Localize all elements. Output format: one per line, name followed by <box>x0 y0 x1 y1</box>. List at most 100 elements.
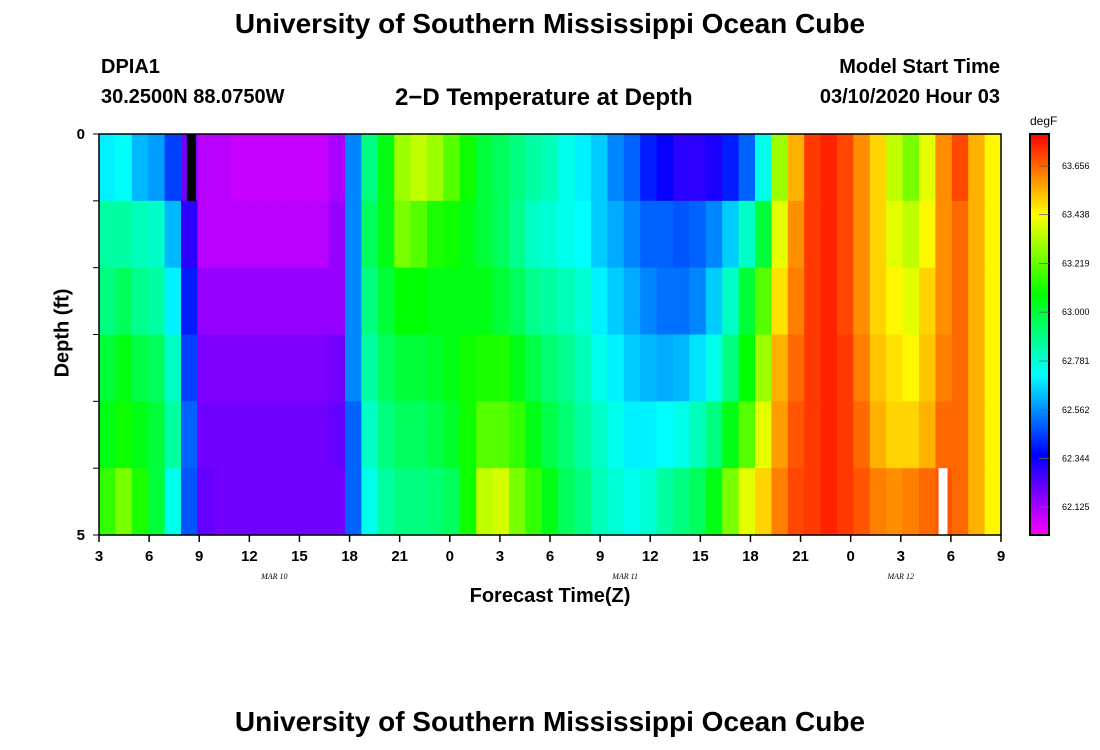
heatmap-cell <box>295 468 313 536</box>
heatmap-cell <box>427 468 444 536</box>
heatmap-cell <box>131 468 149 536</box>
heatmap-cell <box>509 468 526 536</box>
y-tick-label: 5 <box>77 527 85 544</box>
heatmap-cell <box>787 401 805 469</box>
x-tick-label: 15 <box>291 548 308 565</box>
colorbar-tick-label: 63.000 <box>1062 307 1090 317</box>
heatmap-cell <box>984 267 1002 336</box>
heatmap-cell <box>459 401 477 469</box>
heatmap-cell <box>968 134 986 202</box>
heatmap-cell <box>935 134 953 202</box>
heatmap-cell <box>853 468 871 536</box>
heatmap-cell <box>509 267 526 336</box>
heatmap-cell <box>181 401 198 469</box>
heatmap-cell <box>722 200 740 269</box>
heatmap-cell <box>279 401 297 469</box>
heatmap-cell <box>361 401 379 469</box>
heatmap-cell <box>345 468 362 536</box>
x-tick-label: 0 <box>846 548 854 565</box>
heatmap-cell <box>295 401 313 469</box>
heatmap-cell <box>263 401 280 469</box>
heatmap-cell <box>951 134 969 202</box>
heatmap-cell <box>328 468 346 536</box>
heatmap-cell <box>394 134 412 202</box>
heatmap-cell <box>345 134 362 202</box>
heatmap-cell <box>902 134 920 202</box>
heatmap-cell <box>886 267 904 336</box>
heatmap-cell <box>705 334 723 402</box>
heatmap-cell <box>623 468 641 536</box>
heatmap-cell <box>295 334 313 402</box>
heatmap-cell <box>673 468 690 536</box>
heatmap-cell <box>279 334 297 402</box>
x-tick-label: 18 <box>742 548 759 565</box>
heatmap-cell <box>312 468 330 536</box>
heatmap-cell <box>722 134 740 202</box>
heatmap-cell <box>213 200 231 269</box>
heatmap-cell <box>558 134 576 202</box>
heatmap-cell <box>410 334 428 402</box>
heatmap-cell <box>476 468 494 536</box>
heatmap-cell <box>476 401 494 469</box>
heatmap-cell <box>410 401 428 469</box>
heatmap-cell <box>246 468 264 536</box>
heatmap-cell <box>607 134 625 202</box>
station-id: DPIA1 <box>101 56 160 78</box>
heatmap-cell <box>99 334 116 402</box>
heatmap-cell <box>246 401 264 469</box>
heatmap-cell <box>804 200 822 269</box>
heatmap-cell <box>673 134 690 202</box>
heatmap-cell <box>181 468 198 536</box>
x-tick-label: 6 <box>546 548 554 565</box>
heatmap-cell <box>919 401 936 469</box>
heatmap-cell <box>443 267 461 336</box>
heatmap-cell <box>115 134 133 202</box>
heatmap-cell <box>213 468 231 536</box>
heatmap-cell <box>115 267 133 336</box>
heatmap-cell <box>295 200 313 269</box>
heatmap-cell <box>377 401 395 469</box>
heatmap-cell <box>771 401 789 469</box>
heatmap-cell <box>820 267 838 336</box>
heatmap-cell <box>197 468 215 536</box>
heatmap-cell <box>738 401 756 469</box>
heatmap-cell <box>984 468 1002 536</box>
heatmap-cell <box>492 134 510 202</box>
heatmap-cell <box>99 468 116 536</box>
heatmap-cell <box>722 267 740 336</box>
heatmap-cell <box>968 468 986 536</box>
heatmap-cell <box>738 267 756 336</box>
heatmap-cell <box>164 200 182 269</box>
heatmap-cell <box>804 267 822 336</box>
heatmap-cell <box>804 468 822 536</box>
heatmap-cell <box>755 200 772 269</box>
heatmap-cell <box>902 200 920 269</box>
heatmap-cell <box>607 401 625 469</box>
heatmap-cell <box>968 401 986 469</box>
heatmap-cell <box>427 200 444 269</box>
heatmap-cell <box>394 468 412 536</box>
heatmap-cell <box>837 267 854 336</box>
heatmap-cell <box>705 200 723 269</box>
x-tick-label: 3 <box>95 548 103 565</box>
heatmap-cell <box>131 401 149 469</box>
heatmap-cell <box>525 267 543 336</box>
heatmap-cell <box>820 200 838 269</box>
heatmap-cell <box>459 267 477 336</box>
heatmap-cell <box>558 334 576 402</box>
colorbar <box>1029 133 1050 536</box>
heatmap-cell <box>951 200 969 269</box>
heatmap-cell <box>230 468 248 536</box>
heatmap-cell <box>689 134 707 202</box>
heatmap-cell <box>279 134 297 202</box>
heatmap-cell <box>787 267 805 336</box>
heatmap-cell <box>574 267 592 336</box>
heatmap-cell <box>492 200 510 269</box>
heatmap-cell <box>853 267 871 336</box>
colorbar-tick-label: 63.438 <box>1062 210 1090 220</box>
heatmap-cell <box>984 401 1002 469</box>
heatmap-cell <box>919 200 936 269</box>
heatmap-cell <box>705 468 723 536</box>
heatmap-cell <box>295 134 313 202</box>
heatmap-cell <box>377 134 395 202</box>
